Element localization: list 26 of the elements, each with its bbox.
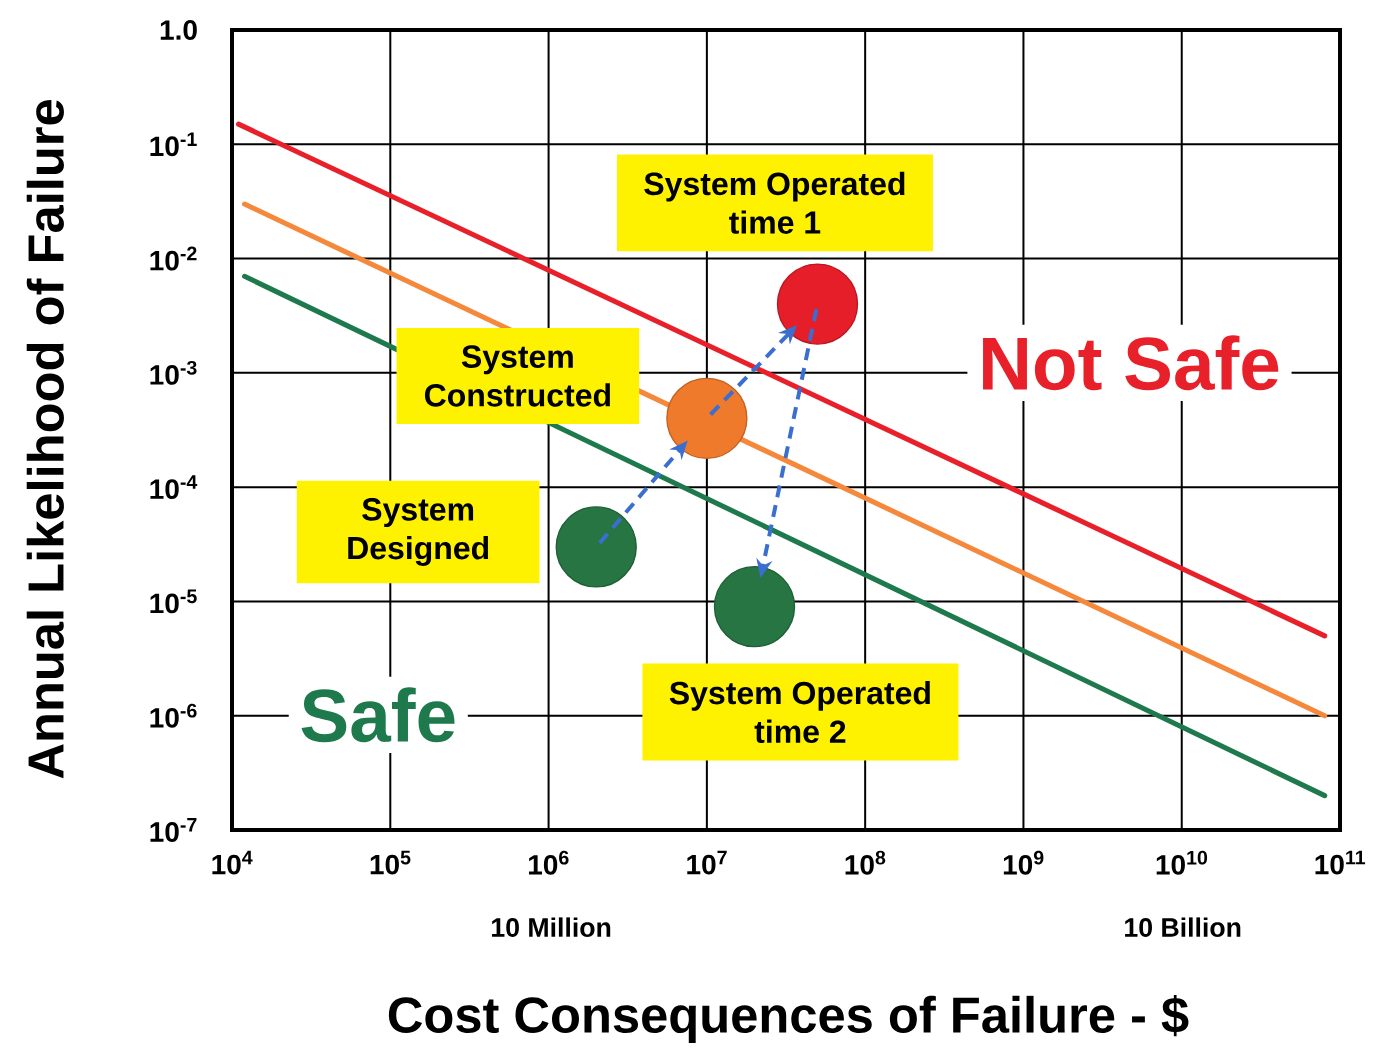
x-tick-label: 10$^{8}$ xyxy=(845,850,886,875)
x-tick-label: 10$^{11}$ xyxy=(1315,850,1366,875)
x-tick-label: 10$^{9}$ xyxy=(1003,850,1044,875)
annotation: System Operated time 1 xyxy=(644,171,905,234)
x-axis-title: Cost Consequences of Failure - $ xyxy=(388,994,1189,1044)
text: 10 Billion xyxy=(1125,917,1241,937)
x-tick-label: 10$^{6}$ xyxy=(528,850,569,875)
x-tick-label: 10$^{5}$ xyxy=(370,850,411,875)
annotation: System Operated time 2 xyxy=(669,680,930,744)
x-tick-label: 10$^{4}$ xyxy=(212,850,253,875)
annotation: System Designed xyxy=(348,498,489,566)
text: 10 Million xyxy=(492,917,611,937)
y-tick-label: 10$^{-7}$ xyxy=(150,818,197,842)
annotation: Not Safe xyxy=(983,335,1279,391)
y-tick-label: 10$^{-6}$ xyxy=(150,703,197,728)
y-tick-label: 1.0 xyxy=(160,20,197,40)
annotation: Safe xyxy=(301,687,455,743)
y-tick-label: 10$^{-2}$ xyxy=(150,246,197,271)
y-tick-label: 10$^{-3}$ xyxy=(150,360,197,385)
y-tick-label: 10$^{-5}$ xyxy=(150,589,197,614)
y-axis-title: Annual Likelihood of Failure xyxy=(26,100,64,779)
y-tick-label: 10$^{-1}$ xyxy=(150,132,197,157)
x-tick-label: 10$^{7}$ xyxy=(687,850,727,875)
annotation: System Constructed xyxy=(424,345,610,407)
y-tick-label: 10$^{-4}$ xyxy=(150,475,198,500)
x-tick-label: 10$^{10}$ xyxy=(1156,850,1208,875)
